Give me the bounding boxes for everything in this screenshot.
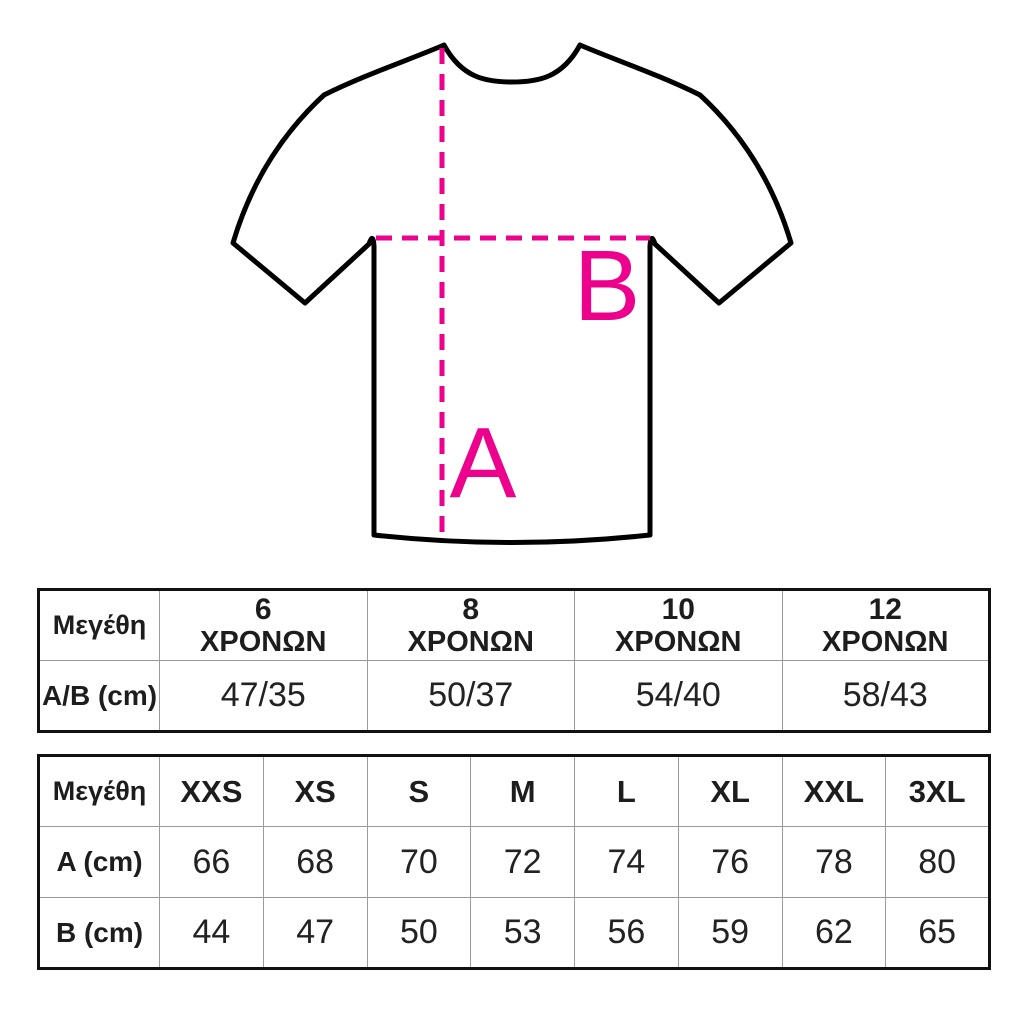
size-header-m: M bbox=[509, 773, 536, 809]
adult-row-a: A (cm) 66 68 70 72 74 76 78 80 bbox=[38, 826, 990, 898]
adult-row-a-label-text: A (cm) bbox=[56, 846, 143, 877]
b-value-l: 56 bbox=[607, 913, 646, 951]
kids-age-10: 10 bbox=[661, 592, 695, 626]
kids-value-6: 47/35 bbox=[220, 676, 306, 714]
adult-b-cell: 62 bbox=[781, 897, 887, 969]
kids-row-label: A/B (cm) bbox=[38, 660, 160, 732]
adult-col-header: XXS bbox=[159, 755, 264, 827]
a-value-xl: 76 bbox=[711, 842, 750, 881]
b-value-xxs: 44 bbox=[192, 913, 231, 951]
b-value-m: 53 bbox=[503, 913, 542, 951]
adult-row-b-label-text: B (cm) bbox=[55, 916, 144, 948]
kids-value-12: 58/43 bbox=[842, 676, 928, 714]
adult-a-cell: 70 bbox=[366, 826, 472, 898]
adult-b-cell: 44 bbox=[159, 897, 264, 969]
size-header-l: L bbox=[616, 773, 636, 809]
kids-values-row: A/B (cm) 47/35 50/37 54/40 58/43 bbox=[38, 660, 990, 732]
adult-b-cell: 65 bbox=[885, 897, 990, 969]
kids-value-cell: 50/37 bbox=[366, 660, 575, 732]
a-value-m: 72 bbox=[503, 842, 542, 881]
kids-age-unit: ΧΡΟΝΩΝ bbox=[615, 625, 742, 658]
size-header-xl: XL bbox=[710, 773, 750, 809]
b-value-3xl: 65 bbox=[918, 913, 957, 951]
kids-row-label-text: A/B (cm) bbox=[41, 679, 158, 711]
adult-row-b: B (cm) 44 47 50 53 56 59 62 65 bbox=[38, 897, 990, 969]
b-value-s: 50 bbox=[399, 913, 438, 951]
adult-b-cell: 59 bbox=[677, 897, 783, 969]
kids-age-unit: ΧΡΟΝΩΝ bbox=[200, 625, 327, 658]
size-header-xxl: XXL bbox=[803, 773, 865, 809]
adult-a-cell: 78 bbox=[781, 826, 887, 898]
adult-row-a-label: A (cm) bbox=[38, 826, 160, 898]
adult-corner-text: Μεγέθη bbox=[52, 776, 147, 806]
a-value-xxs: 66 bbox=[192, 842, 231, 881]
kids-value-10: 54/40 bbox=[635, 676, 721, 714]
size-header-xs: XS bbox=[294, 773, 336, 809]
kids-value-8: 50/37 bbox=[428, 676, 514, 714]
size-header-s: S bbox=[408, 773, 430, 809]
a-value-l: 74 bbox=[607, 842, 646, 881]
adult-b-cell: 47 bbox=[262, 897, 368, 969]
kids-age-6: 6 bbox=[254, 592, 272, 626]
kids-value-cell: 58/43 bbox=[781, 660, 990, 732]
a-value-xxl: 78 bbox=[814, 842, 853, 881]
a-value-xs: 68 bbox=[296, 842, 335, 881]
adult-b-cell: 56 bbox=[574, 897, 679, 969]
adult-col-header: XXL bbox=[781, 755, 887, 827]
measure-label-a: A bbox=[450, 407, 517, 519]
kids-corner-label: Μεγέθη bbox=[38, 589, 160, 661]
measure-label-b: B bbox=[574, 230, 641, 342]
adult-size-table: Μεγέθη XXS XS S M L XL XXL 3XL A (cm) 66… bbox=[37, 754, 991, 970]
kids-size-table: Μεγέθη 6 ΧΡΟΝΩΝ 8 ΧΡΟΝΩΝ 10 ΧΡΟΝΩΝ 12 ΧΡ… bbox=[37, 588, 991, 733]
a-value-s: 70 bbox=[399, 842, 438, 881]
kids-age-8: 8 bbox=[462, 592, 480, 626]
adult-b-cell: 53 bbox=[470, 897, 575, 969]
adult-a-cell: 74 bbox=[574, 826, 679, 898]
adult-header-row: Μεγέθη XXS XS S M L XL XXL 3XL bbox=[38, 755, 990, 827]
adult-col-header: XL bbox=[677, 755, 783, 827]
adult-a-cell: 80 bbox=[885, 826, 990, 898]
size-header-3xl: 3XL bbox=[908, 773, 966, 809]
adult-col-header: S bbox=[366, 755, 472, 827]
kids-col-header: 12 ΧΡΟΝΩΝ bbox=[781, 589, 990, 661]
kids-age-12: 12 bbox=[868, 592, 902, 626]
adult-b-cell: 50 bbox=[366, 897, 472, 969]
b-value-xl: 59 bbox=[711, 913, 750, 951]
kids-header-row: Μεγέθη 6 ΧΡΟΝΩΝ 8 ΧΡΟΝΩΝ 10 ΧΡΟΝΩΝ 12 ΧΡ… bbox=[38, 589, 990, 661]
kids-age-unit: ΧΡΟΝΩΝ bbox=[407, 625, 534, 658]
adult-a-cell: 68 bbox=[262, 826, 368, 898]
adult-col-header: XS bbox=[262, 755, 368, 827]
kids-age-unit: ΧΡΟΝΩΝ bbox=[822, 625, 949, 658]
adult-a-cell: 72 bbox=[470, 826, 575, 898]
adult-corner-label: Μεγέθη bbox=[38, 755, 160, 827]
b-value-xxl: 62 bbox=[814, 913, 853, 951]
adult-col-header: L bbox=[574, 755, 679, 827]
adult-col-header: M bbox=[470, 755, 575, 827]
tshirt-outline bbox=[230, 42, 794, 545]
adult-a-cell: 76 bbox=[677, 826, 783, 898]
adult-a-cell: 66 bbox=[159, 826, 264, 898]
adult-col-header: 3XL bbox=[885, 755, 990, 827]
b-value-xs: 47 bbox=[296, 913, 335, 951]
a-value-3xl: 80 bbox=[918, 842, 957, 881]
kids-col-header: 10 ΧΡΟΝΩΝ bbox=[574, 589, 783, 661]
tshirt-diagram: B A bbox=[230, 42, 794, 545]
kids-value-cell: 54/40 bbox=[574, 660, 783, 732]
kids-col-header: 8 ΧΡΟΝΩΝ bbox=[366, 589, 575, 661]
kids-value-cell: 47/35 bbox=[159, 660, 368, 732]
kids-corner-text: Μεγέθη bbox=[52, 610, 147, 640]
size-header-xxs: XXS bbox=[180, 773, 243, 809]
adult-row-b-label: B (cm) bbox=[38, 897, 160, 969]
kids-col-header: 6 ΧΡΟΝΩΝ bbox=[159, 589, 368, 661]
